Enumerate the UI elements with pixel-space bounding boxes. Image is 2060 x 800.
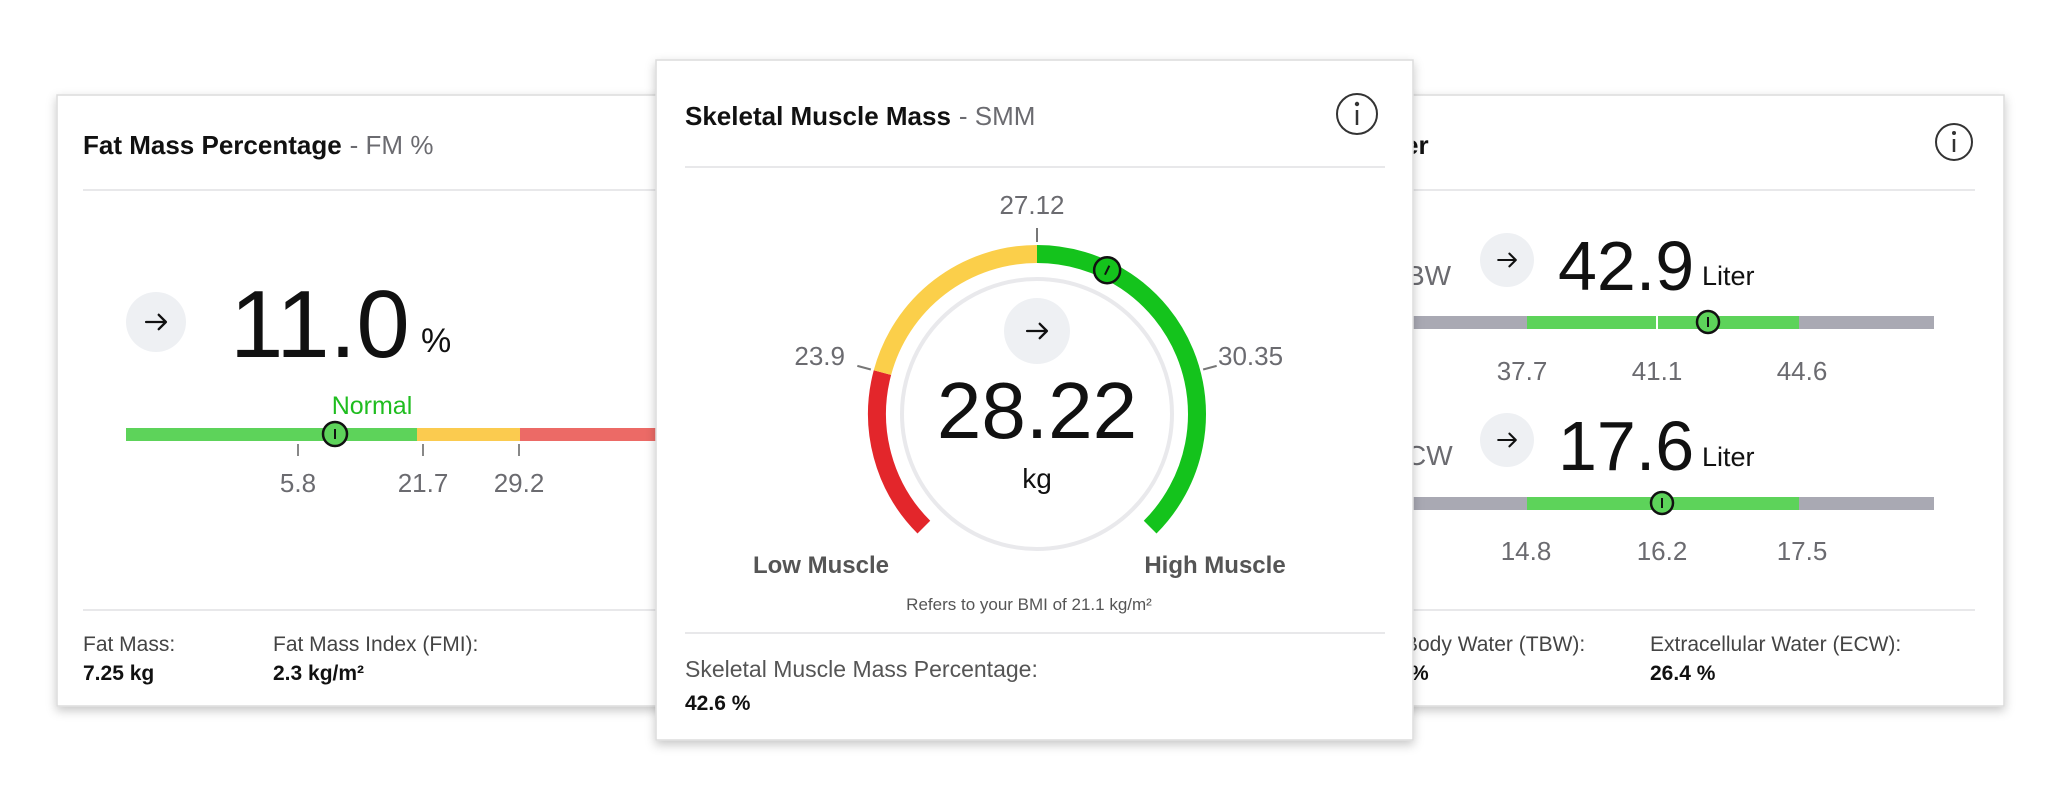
metric-value: 17.6: [1558, 407, 1694, 485]
range-label: 29.2: [494, 468, 545, 498]
abbreviation: - SMM: [959, 101, 1036, 131]
metric-label: CW: [1406, 440, 1453, 471]
range-label: 37.7: [1497, 356, 1548, 386]
value-marker-line: [1104, 265, 1111, 276]
gauge-tick: [857, 364, 872, 371]
card-background: [1299, 94, 2005, 707]
gauge-tick: [1202, 364, 1217, 371]
status: Normal: [332, 392, 413, 420]
range-label: 23.9: [794, 341, 845, 371]
stat-value: 26.4 %: [1650, 662, 1716, 685]
main-value: 28.22: [937, 366, 1137, 455]
low-label: Low Muscle: [753, 552, 889, 579]
range-label: 41.1: [1632, 356, 1683, 386]
stat-value: 42.6 %: [685, 692, 751, 715]
stat-label: Fat Mass:: [83, 633, 175, 656]
unit: %: [421, 322, 451, 360]
note: Refers to your BMI of 21.1 kg/m²: [906, 595, 1152, 614]
info-button[interactable]: [1336, 93, 1378, 135]
high-label: High Muscle: [1144, 552, 1285, 579]
range-label: 44.6: [1777, 356, 1828, 386]
stat-label: Extracellular Water (ECW):: [1650, 633, 1901, 656]
card-background: [56, 94, 758, 707]
info-button[interactable]: [1935, 123, 1973, 161]
range-label: 21.7: [398, 468, 449, 498]
unit: kg: [1022, 463, 1052, 494]
metric-unit: Liter: [1702, 442, 1755, 472]
abbreviation: - FM %: [350, 130, 434, 160]
gauge-segment: [1036, 245, 1206, 534]
fat-mass-card: Fat Mass Percentage - FM % 11.0 % Normal …: [56, 94, 758, 707]
card-title: Skeletal Muscle Mass - SMM: [685, 101, 1035, 131]
stat-label: Skeletal Muscle Mass Percentage:: [685, 656, 1038, 682]
muscle-card: Skeletal Muscle Mass - SMM 28.22 kg 23.9 …: [655, 59, 1414, 741]
stat-value: %: [1410, 662, 1429, 685]
main-value: 11.0: [230, 271, 410, 378]
info-icon: [1952, 131, 1956, 135]
gauge-center: [900, 277, 1174, 551]
info-icon: [1354, 101, 1360, 107]
title: Fat Mass Percentage: [83, 130, 342, 160]
metric-unit: Liter: [1702, 261, 1755, 291]
range-segment: [126, 428, 417, 441]
gauge-segment: [873, 245, 1038, 376]
range-label: 14.8: [1501, 536, 1552, 566]
range-label: 17.5: [1777, 536, 1828, 566]
title: Skeletal Muscle Mass: [685, 101, 951, 131]
gauge-segment: [868, 370, 931, 534]
range-segment: [1527, 316, 1799, 329]
stat-value: 7.25 kg: [83, 662, 154, 685]
card-title: Fat Mass Percentage - FM %: [83, 130, 433, 160]
range-label: 16.2: [1637, 536, 1688, 566]
stat-label: Fat Mass Index (FMI):: [273, 633, 478, 656]
range-label: 30.35: [1218, 341, 1283, 371]
stat-label: Body Water (TBW):: [1404, 633, 1585, 656]
gauge: [857, 228, 1217, 534]
stat-value: 2.3 kg/m²: [273, 662, 364, 685]
range-segment: [520, 428, 700, 441]
metric-value: 42.9: [1558, 227, 1694, 305]
range-label: 5.8: [280, 468, 316, 498]
range-segment: [417, 428, 520, 441]
water-card: er BW 42.9 Liter 37.7 41.1 44.6 CW 17.6 …: [1299, 94, 2005, 707]
range-label: 27.12: [999, 190, 1064, 220]
